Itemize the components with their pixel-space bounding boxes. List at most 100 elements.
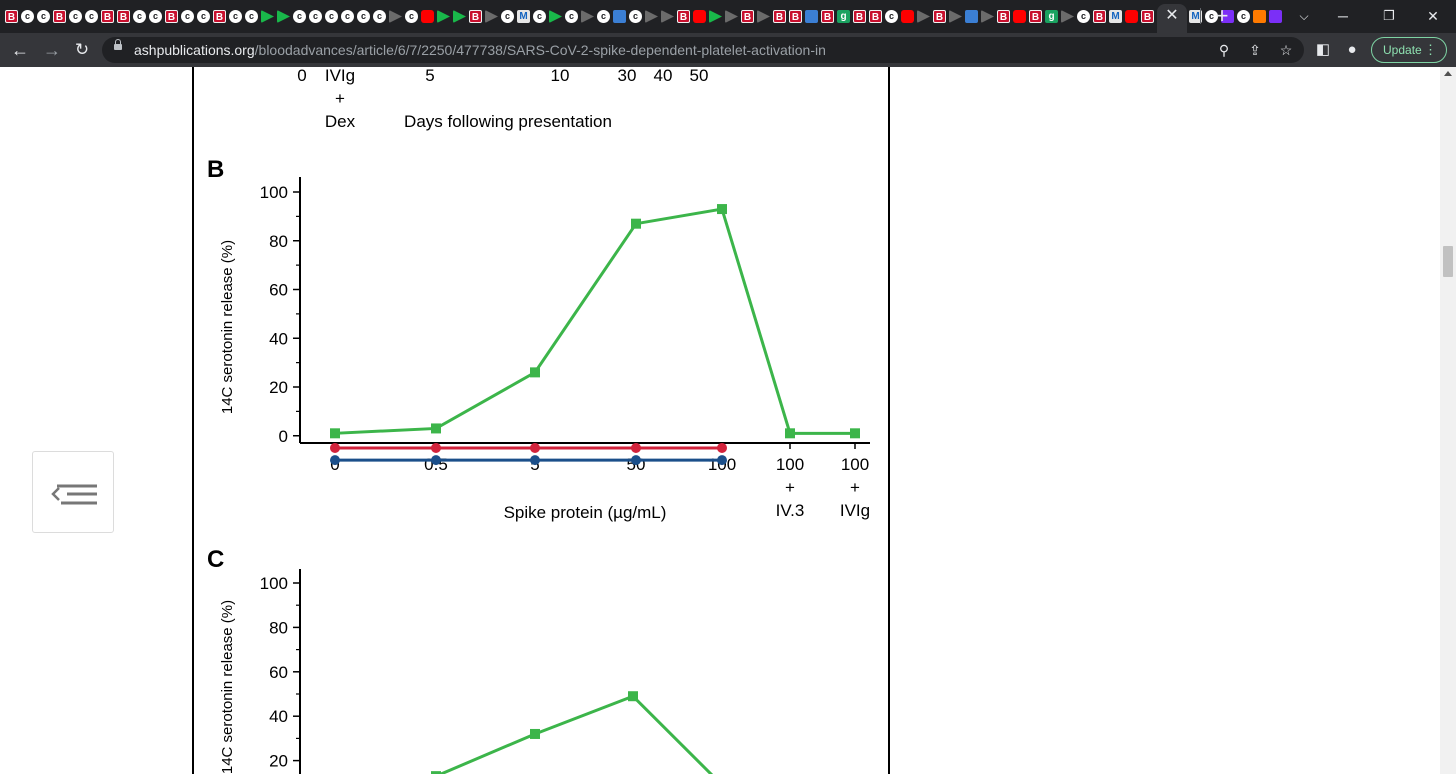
browser-tab[interactable]: B: [468, 9, 483, 25]
scroll-thumb[interactable]: [1443, 246, 1453, 277]
browser-tab[interactable]: c: [68, 9, 83, 25]
url-text[interactable]: ashpublications.org/bloodadvances/articl…: [134, 42, 826, 58]
browser-tab[interactable]: [548, 9, 563, 25]
browser-tab[interactable]: M: [1188, 9, 1203, 25]
table-of-contents-button[interactable]: [32, 451, 114, 533]
browser-tab[interactable]: [1220, 9, 1235, 25]
browser-tab[interactable]: c: [36, 9, 51, 25]
browser-tab[interactable]: [260, 9, 275, 25]
browser-tab[interactable]: [452, 9, 467, 25]
browser-tab[interactable]: c: [244, 9, 259, 25]
tab-close-icon[interactable]: ✕: [1165, 7, 1179, 24]
browser-tab[interactable]: [804, 9, 819, 25]
back-arrow-icon[interactable]: ←: [11, 40, 29, 60]
page-scrollbar[interactable]: [1440, 67, 1456, 774]
browser-tab[interactable]: B: [868, 9, 883, 25]
browser-tab[interactable]: [388, 9, 403, 25]
browser-tab[interactable]: c: [1236, 9, 1251, 25]
browser-tab[interactable]: c: [292, 9, 307, 25]
browser-tab[interactable]: [1124, 9, 1139, 25]
browser-tab[interactable]: c: [356, 9, 371, 25]
browser-tab[interactable]: [1012, 9, 1027, 25]
new-tab-button[interactable]: +: [1215, 3, 1229, 28]
browser-tab[interactable]: c: [628, 9, 643, 25]
browser-tab[interactable]: [980, 9, 995, 25]
update-button[interactable]: Update ⋮: [1371, 37, 1447, 63]
forward-arrow-icon[interactable]: →: [43, 40, 61, 60]
browser-tab[interactable]: [708, 9, 723, 25]
browser-tab[interactable]: [1252, 9, 1267, 25]
browser-tab[interactable]: [420, 9, 435, 25]
browser-tab[interactable]: [660, 9, 675, 25]
browser-tab[interactable]: [644, 9, 659, 25]
browser-tab[interactable]: B: [676, 9, 691, 25]
browser-tab[interactable]: M: [516, 9, 531, 25]
browser-tab[interactable]: B: [1140, 9, 1155, 25]
browser-tab[interactable]: c: [148, 9, 163, 25]
browser-tab[interactable]: c: [500, 9, 515, 25]
browser-tab[interactable]: B: [1028, 9, 1043, 25]
browser-tab[interactable]: c: [132, 9, 147, 25]
zoom-icon[interactable]: ⚲: [1218, 42, 1230, 58]
browser-tab[interactable]: B: [52, 9, 67, 25]
browser-tab[interactable]: B: [932, 9, 947, 25]
browser-tab[interactable]: c: [324, 9, 339, 25]
scroll-up-arrow-icon[interactable]: [1444, 71, 1452, 76]
browser-tab[interactable]: c: [228, 9, 243, 25]
address-bar[interactable]: ashpublications.org/bloodadvances/articl…: [102, 37, 1304, 63]
browser-tab[interactable]: B: [996, 9, 1011, 25]
minimize-button[interactable]: ─: [1338, 8, 1348, 24]
browser-tab[interactable]: [692, 9, 707, 25]
browser-tab[interactable]: [276, 9, 291, 25]
browser-tab[interactable]: B: [1092, 9, 1107, 25]
browser-tab[interactable]: B: [164, 9, 179, 25]
browser-tab[interactable]: [1268, 9, 1283, 25]
browser-tab[interactable]: c: [1076, 9, 1091, 25]
menu-dots-icon[interactable]: ⋮: [1424, 42, 1437, 57]
browser-tab[interactable]: B: [116, 9, 131, 25]
browser-tab[interactable]: [1060, 9, 1075, 25]
browser-tab[interactable]: c: [20, 9, 35, 25]
browser-tab[interactable]: c: [1204, 9, 1219, 25]
browser-tab[interactable]: c: [532, 9, 547, 25]
browser-tab[interactable]: B: [740, 9, 755, 25]
browser-tab[interactable]: c: [596, 9, 611, 25]
browser-tab[interactable]: [900, 9, 915, 25]
active-tab[interactable]: [1157, 4, 1187, 33]
browser-tab[interactable]: c: [404, 9, 419, 25]
browser-tab[interactable]: M: [1108, 9, 1123, 25]
browser-tab[interactable]: [756, 9, 771, 25]
browser-tab[interactable]: c: [340, 9, 355, 25]
restore-button[interactable]: ❐: [1383, 8, 1395, 23]
browser-tab[interactable]: [612, 9, 627, 25]
browser-tab[interactable]: B: [852, 9, 867, 25]
share-icon[interactable]: ⇪: [1249, 42, 1261, 58]
browser-tab[interactable]: B: [100, 9, 115, 25]
browser-tab[interactable]: c: [84, 9, 99, 25]
browser-tab[interactable]: [916, 9, 931, 25]
browser-tab[interactable]: [484, 9, 499, 25]
browser-tab[interactable]: B: [4, 9, 19, 25]
browser-tab[interactable]: B: [788, 9, 803, 25]
tab-search-chevron-icon[interactable]: ⌵: [1299, 9, 1309, 23]
browser-tab[interactable]: B: [820, 9, 835, 25]
browser-tab[interactable]: [436, 9, 451, 25]
browser-tab[interactable]: [948, 9, 963, 25]
close-window-button[interactable]: ✕: [1427, 8, 1439, 24]
browser-tab[interactable]: [964, 9, 979, 25]
bookmark-star-icon[interactable]: ☆: [1279, 42, 1293, 58]
browser-tab[interactable]: c: [372, 9, 387, 25]
browser-tab[interactable]: c: [308, 9, 323, 25]
browser-tab[interactable]: c: [180, 9, 195, 25]
browser-tab[interactable]: g: [836, 9, 851, 25]
side-panel-icon[interactable]: ◧: [1315, 41, 1331, 58]
browser-tab[interactable]: [724, 9, 739, 25]
browser-tab[interactable]: [580, 9, 595, 25]
browser-tab[interactable]: g: [1044, 9, 1059, 25]
browser-tab[interactable]: c: [564, 9, 579, 25]
reload-icon[interactable]: ↻: [74, 40, 90, 59]
profile-avatar-icon[interactable]: ●: [1347, 41, 1357, 58]
browser-tab[interactable]: B: [772, 9, 787, 25]
browser-tab[interactable]: c: [884, 9, 899, 25]
lock-icon[interactable]: [114, 39, 122, 50]
